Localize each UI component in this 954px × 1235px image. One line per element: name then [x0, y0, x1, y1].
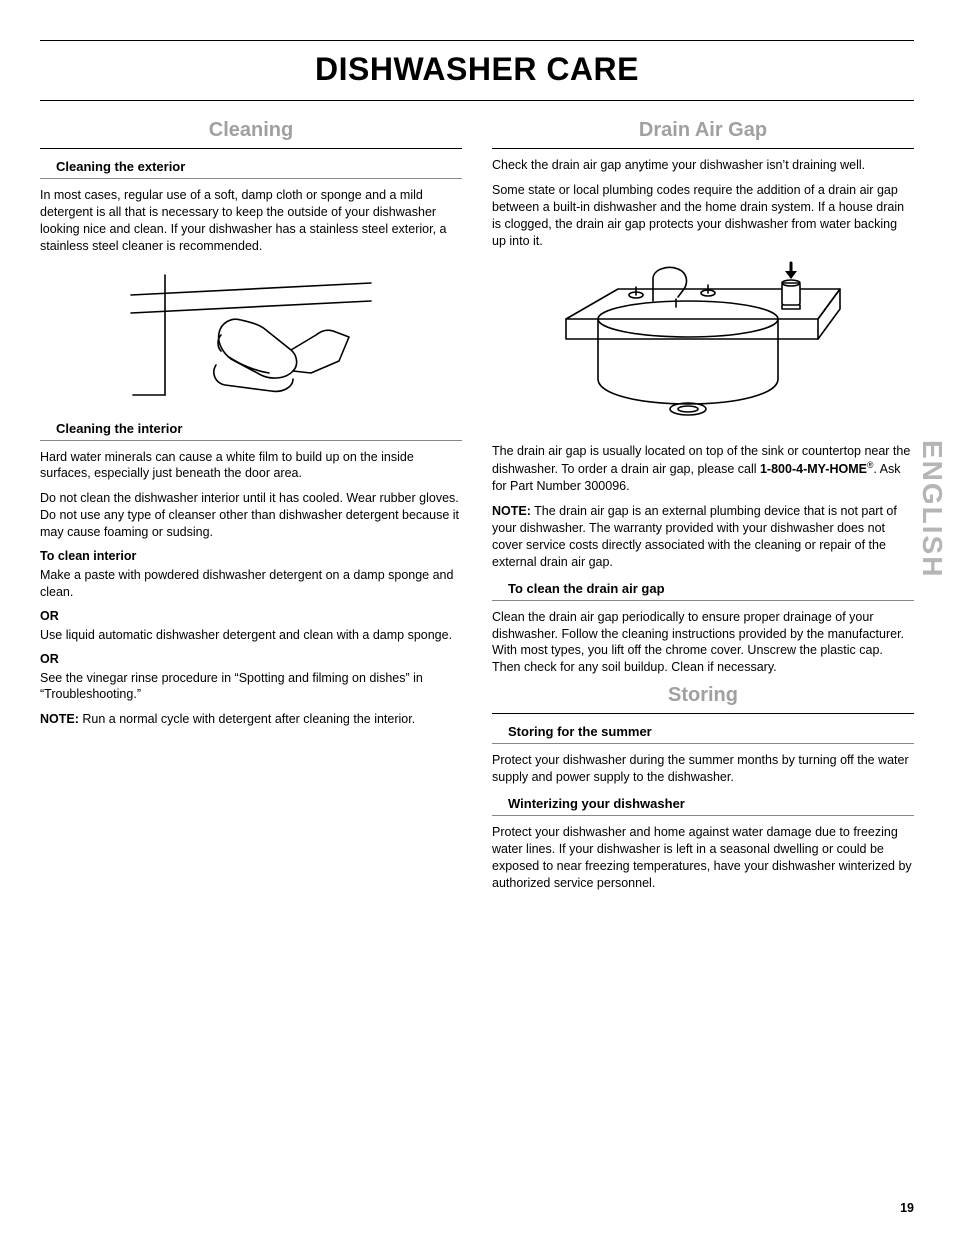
note-text-2: The drain air gap is an external plumbin… [492, 504, 897, 569]
para-exterior: In most cases, regular use of a soft, da… [40, 187, 462, 255]
or-label-2: OR [40, 652, 462, 666]
subhead-interior: Cleaning the interior [40, 419, 462, 441]
subhead-clean-gap: To clean the drain air gap [492, 579, 914, 601]
para-drain-note: NOTE: The drain air gap is an external p… [492, 503, 914, 571]
right-column: Drain Air Gap Check the drain air gap an… [492, 115, 914, 899]
para-drain-3: The drain air gap is usually located on … [492, 443, 914, 495]
para-clean-1: Make a paste with powdered dishwasher de… [40, 567, 462, 601]
para-note-interior: NOTE: Run a normal cycle with detergent … [40, 711, 462, 728]
section-rule-3 [492, 713, 914, 714]
subhead-exterior: Cleaning the exterior [40, 157, 462, 179]
content-columns: Cleaning Cleaning the exterior In most c… [40, 115, 914, 899]
para-drain-1: Check the drain air gap anytime your dis… [492, 157, 914, 174]
subhead-summer: Storing for the summer [492, 722, 914, 744]
para-winter: Protect your dishwasher and home against… [492, 824, 914, 892]
or-label-1: OR [40, 609, 462, 623]
section-rule [40, 148, 462, 149]
section-cleaning: Cleaning [40, 119, 462, 142]
para-clean-gap: Clean the drain air gap periodically to … [492, 609, 914, 677]
note-label: NOTE: [40, 712, 79, 726]
sink-illustration [558, 259, 848, 429]
section-storing: Storing [492, 684, 914, 707]
para-interior-2: Do not clean the dishwasher interior unt… [40, 490, 462, 541]
top-rule [40, 40, 914, 41]
language-tab: ENGLISH [916, 440, 948, 578]
para-drain-2: Some state or local plumbing codes requi… [492, 182, 914, 250]
para-interior-1: Hard water minerals can cause a white fi… [40, 449, 462, 483]
note-label-2: NOTE: [492, 504, 531, 518]
subhead-winter: Winterizing your dishwasher [492, 794, 914, 816]
left-column: Cleaning Cleaning the exterior In most c… [40, 115, 462, 899]
para-clean-3: See the vinegar rinse procedure in “Spot… [40, 670, 462, 704]
title-rule [40, 100, 914, 101]
phone-number: 1-800-4-MY-HOME [760, 462, 867, 476]
page-number: 19 [900, 1201, 914, 1215]
minihead-clean-interior: To clean interior [40, 549, 462, 563]
note-text: Run a normal cycle with detergent after … [79, 712, 415, 726]
section-drain: Drain Air Gap [492, 119, 914, 142]
para-clean-2: Use liquid automatic dishwasher detergen… [40, 627, 462, 644]
section-rule-2 [492, 148, 914, 149]
main-title: DISHWASHER CARE [40, 51, 914, 88]
cleaning-illustration [121, 265, 381, 405]
para-summer: Protect your dishwasher during the summe… [492, 752, 914, 786]
